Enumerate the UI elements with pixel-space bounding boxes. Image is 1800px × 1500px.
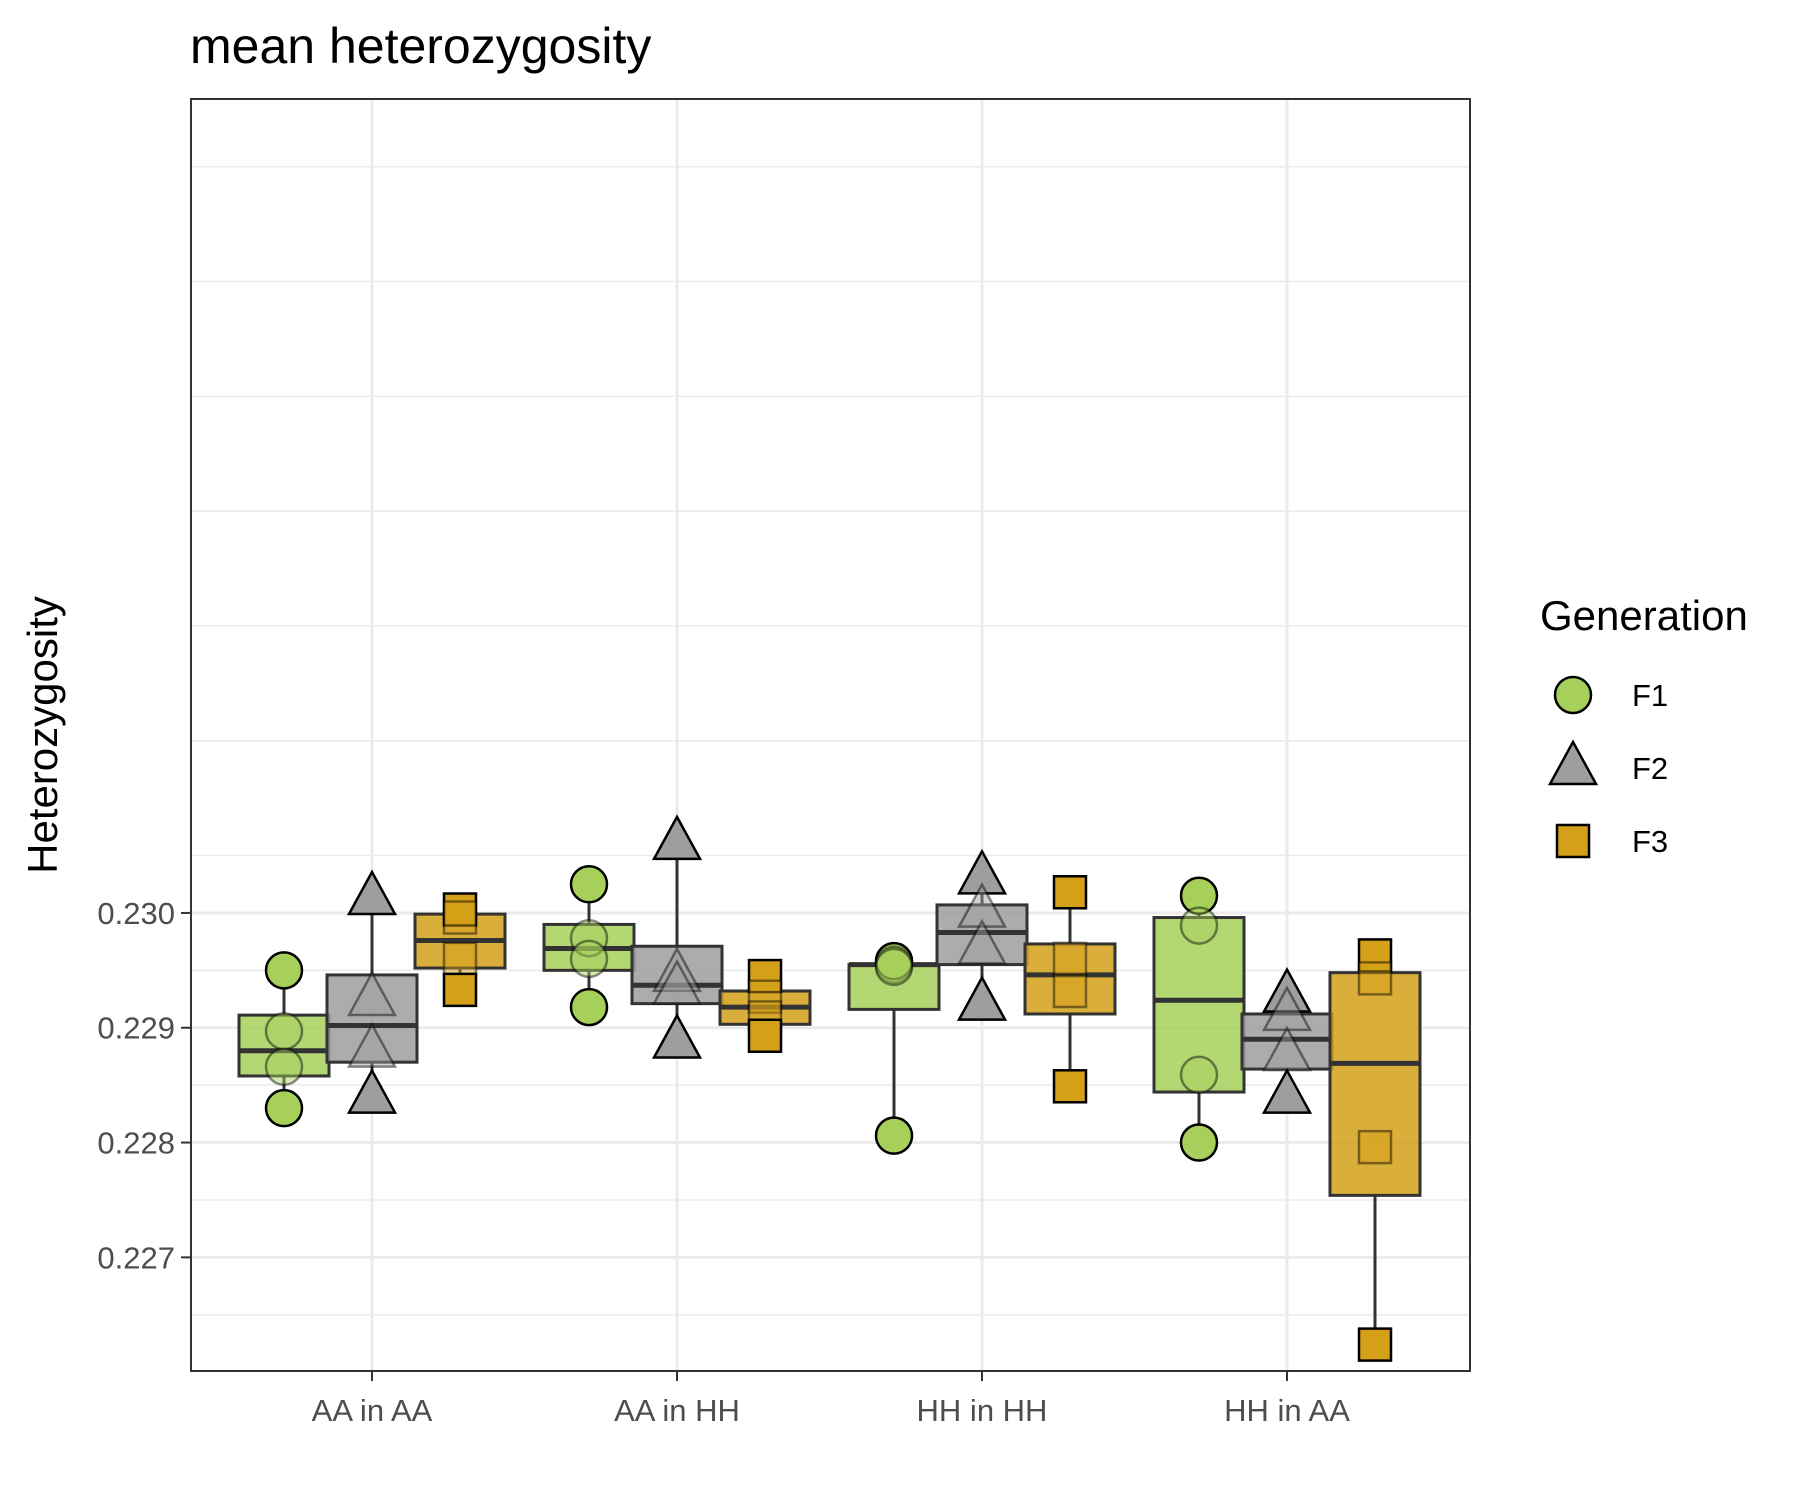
data-point-f1	[1179, 906, 1219, 945]
data-point-f1	[874, 945, 914, 984]
data-point-f2	[956, 918, 1008, 965]
x-axis-ticks: AA in AA AA in HH HH in HH HH in AA	[312, 1371, 1350, 1428]
y-tick-label: 0.227	[97, 1240, 175, 1275]
data-point-f3	[1052, 941, 1088, 977]
point-layer	[264, 814, 1393, 1362]
grid-lines	[191, 99, 1470, 1371]
data-point-f3	[1357, 961, 1393, 996]
data-point-f1	[264, 951, 304, 990]
data-point-f2	[346, 970, 398, 1017]
x-tick-label: AA in AA	[312, 1393, 433, 1428]
data-point-f1	[1179, 1055, 1219, 1095]
box-layer	[237, 842, 1422, 1345]
data-point-f3	[1357, 938, 1393, 973]
data-point-f2	[1261, 1067, 1313, 1114]
y-tick-label: 0.229	[97, 1011, 175, 1046]
legend-label-f2: F2	[1632, 751, 1668, 786]
data-point-f3	[442, 900, 478, 935]
data-point-f3	[442, 972, 478, 1008]
legend-key-f1	[1553, 675, 1593, 715]
box-f2	[630, 944, 724, 1006]
data-point-f1	[874, 941, 914, 981]
legend-title: Generation	[1540, 592, 1748, 639]
box-f3	[1328, 971, 1422, 1197]
data-point-f1	[569, 918, 609, 958]
chart-title: mean heterozygosity	[190, 18, 651, 74]
data-point-f2	[651, 946, 703, 993]
data-point-f1	[874, 947, 914, 987]
y-axis-ticks: 0.227 0.228 0.229 0.230	[97, 896, 191, 1275]
x-tick-label: HH in HH	[917, 1393, 1048, 1428]
box-f1	[1152, 916, 1246, 1094]
legend-label-f1: F1	[1632, 678, 1668, 713]
data-point-f2	[651, 814, 703, 861]
data-point-f2	[346, 1067, 398, 1114]
data-point-f3	[1052, 1069, 1088, 1104]
data-point-f1	[264, 1088, 304, 1128]
data-point-f3	[1052, 973, 1088, 1009]
data-point-f3	[747, 1018, 783, 1054]
data-point-f1	[569, 939, 609, 979]
data-point-f2	[651, 1012, 703, 1059]
data-point-f2	[1261, 966, 1313, 1013]
data-point-f1	[264, 1011, 304, 1051]
y-axis-title: Heterozygosity	[19, 596, 66, 874]
data-point-f1	[569, 864, 609, 904]
x-tick-label: AA in HH	[614, 1393, 740, 1428]
legend: Generation F1 F2 F3	[1540, 592, 1748, 859]
box-f2	[325, 973, 419, 1064]
data-point-f3	[1357, 1129, 1393, 1165]
data-point-f1	[1179, 876, 1219, 915]
legend-key-f2	[1547, 739, 1599, 786]
data-point-f3	[747, 979, 783, 1014]
y-tick-label: 0.230	[97, 896, 175, 931]
data-point-f2	[956, 974, 1008, 1021]
data-point-f2	[651, 958, 703, 1005]
data-point-f3	[442, 892, 478, 927]
data-point-f3	[1357, 1327, 1393, 1362]
data-point-f1	[874, 1116, 914, 1155]
plot-panel-border	[190, 98, 1471, 1372]
data-point-f1	[1179, 1123, 1219, 1162]
box-f3	[1023, 942, 1117, 1016]
data-point-f2	[956, 882, 1008, 928]
legend-key-f3	[1555, 823, 1591, 859]
data-point-f2	[346, 1022, 398, 1068]
data-point-f3	[442, 941, 478, 977]
data-point-f2	[956, 848, 1008, 895]
data-point-f2	[346, 869, 398, 916]
data-point-f2	[1261, 985, 1313, 1032]
data-point-f3	[747, 958, 783, 994]
y-tick-label: 0.228	[97, 1126, 175, 1161]
data-point-f3	[1052, 875, 1088, 910]
legend-label-f3: F3	[1632, 824, 1668, 859]
x-tick-label: HH in AA	[1224, 1393, 1350, 1428]
data-point-f1	[264, 1047, 304, 1087]
data-point-f1	[569, 987, 609, 1027]
